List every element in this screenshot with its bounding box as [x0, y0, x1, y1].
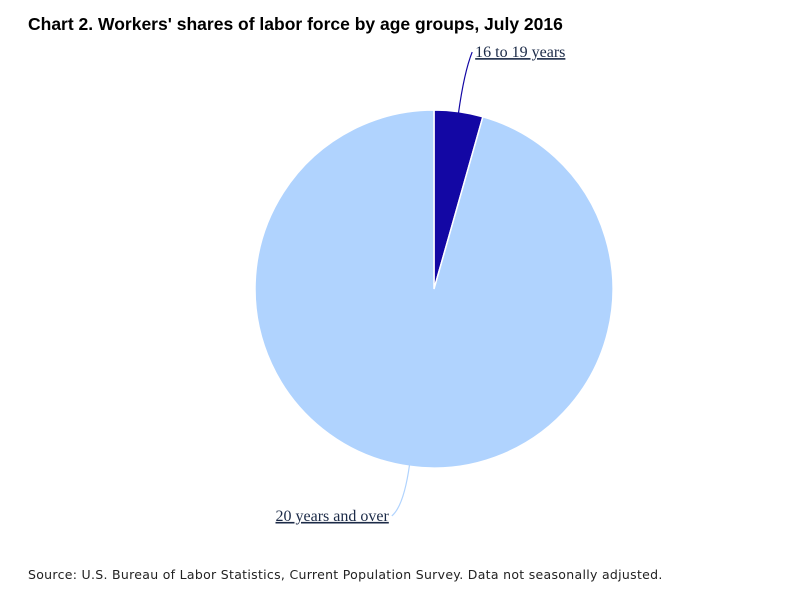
- source-note: Source: U.S. Bureau of Labor Statistics,…: [28, 567, 663, 582]
- chart-title: Chart 2. Workers' shares of labor force …: [28, 14, 563, 34]
- label-connector: [457, 51, 473, 114]
- pie-slice: [254, 109, 614, 469]
- label-connector: [391, 464, 411, 517]
- slice-label: 20 years and over: [276, 508, 390, 525]
- slice-label: 16 to 19 years: [475, 44, 565, 61]
